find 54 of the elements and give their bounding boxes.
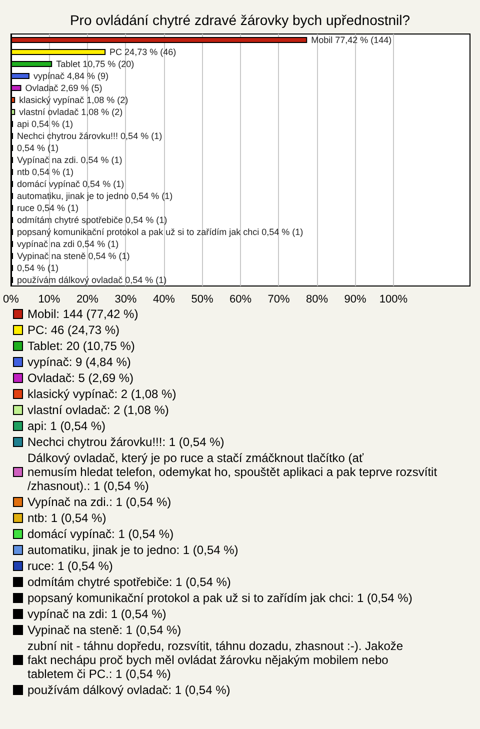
data-label: ruce 0,54 % (1) (17, 203, 79, 213)
legend-label: Dálkový ovladač, který je po ruce a stačí zmáčknout tlačítko (ať nemusím hledat telefon, odemykat ho, spouštět aplikaci a pak teprve rozsvítit/zhasnout).: 1 (0,54 %) (28, 451, 438, 493)
data-label: Tablet 10,75 % (20) (56, 59, 134, 69)
x-tick-label: 0% (2, 294, 20, 306)
data-label: automatiku, jinak je to jedno 0,54 % (1) (17, 191, 173, 201)
legend-label: vypínač na zdi: 1 (0,54 %) (28, 607, 166, 621)
legend-label: vlastní ovladač: 2 (1,08 %) (28, 403, 169, 417)
legend-label: zubní nit - táhnu dopředu, rozsvítit, táhnu dozadu, zhasnout :-). Jakože fakt nechápu proč bych měl ovládat žárovku nějakým mobilem nebo tabletem či PC.: 1 (0,54 %) (28, 639, 406, 681)
data-label: Ovladač 2,69 % (5) (25, 83, 102, 93)
data-label: vypínač 4,84 % (9) (33, 71, 109, 81)
legend-label: používám dálkový ovladač: 1 (0,54 %) (28, 683, 230, 697)
legend-label: Nechci chytrou žárovku!!!: 1 (0,54 %) (28, 435, 224, 449)
data-label: klasický vypínač 1,08 % (2) (19, 95, 128, 105)
data-label: Mobil 77,42 % (144) (311, 35, 392, 45)
legend-label: odmítám chytré spotřebiče: 1 (0,54 %) (28, 575, 231, 589)
data-label: Vypinač na steně 0,54 % (1) (17, 251, 130, 261)
x-tick-label: 70% (268, 294, 290, 306)
x-tick-label: 50% (191, 294, 214, 306)
x-tick-label: 80% (306, 294, 328, 306)
x-tick-label: 30% (114, 294, 137, 306)
legend-label: popsaný komunikační protokol a pak už si to zařídím jak chci: 1 (0,54 %) (28, 591, 412, 605)
x-tick-label: 90% (344, 294, 366, 306)
chart-title: Pro ovládání chytré zdravé žárovky bych upřednostnil? (70, 12, 410, 28)
data-label: 0,54 % (1) (17, 143, 59, 153)
data-label: používám dálkový ovladač 0,54 % (1) (17, 275, 167, 285)
legend-label: vypínač: 9 (4,84 %) (28, 355, 131, 369)
legend-label: klasický vypínač: 2 (1,08 %) (28, 387, 176, 401)
data-label: 0,54 % (1) (17, 263, 59, 273)
data-label: vypínač na zdi 0,54 % (1) (17, 239, 119, 249)
legend-label: Vypínač na zdi.: 1 (0,54 %) (28, 495, 172, 509)
legend-label: ruce: 1 (0,54 %) (28, 559, 113, 573)
data-label: Vypínač na zdi. 0,54 % (1) (17, 155, 122, 165)
legend-label: Vypinač na steně: 1 (0,54 %) (28, 623, 182, 637)
legend-label: Mobil: 144 (77,42 %) (28, 307, 138, 321)
legend-label: automatiku, jinak je to jedno: 1 (0,54 %) (28, 543, 238, 557)
legend-label: Tablet: 20 (10,75 %) (28, 339, 135, 353)
legend-label: domácí vypínač: 1 (0,54 %) (28, 527, 174, 541)
data-label: api 0,54 % (1) (17, 119, 74, 129)
data-label: odmítám chytré spotřebiče 0,54 % (1) (17, 215, 168, 225)
legend-label: api: 1 (0,54 %) (28, 419, 106, 433)
data-label: Nechci chytrou žárovku!!! 0,54 % (1) (17, 131, 162, 141)
legend-label: ntb: 1 (0,54 %) (28, 511, 106, 525)
x-tick-label: 100% (379, 294, 408, 306)
data-label: vlastní ovladač 1,08 % (2) (19, 107, 123, 117)
x-tick-label: 40% (152, 294, 176, 306)
legend-label: Ovladač: 5 (2,69 %) (28, 371, 134, 385)
data-label: domácí vypínač 0,54 % (1) (17, 179, 124, 189)
x-tick-label: 60% (229, 294, 252, 306)
data-label: PC 24,73 % (46) (110, 47, 176, 57)
data-label: ntb 0,54 % (1) (17, 167, 74, 177)
x-tick-label: 10% (38, 294, 60, 306)
legend-label: PC: 46 (24,73 %) (28, 323, 120, 337)
x-tick-label: 20% (76, 294, 99, 306)
data-label: popsaný komunikační protokol a pak už si to zařídím jak chci 0,54 % (1) (17, 227, 304, 237)
